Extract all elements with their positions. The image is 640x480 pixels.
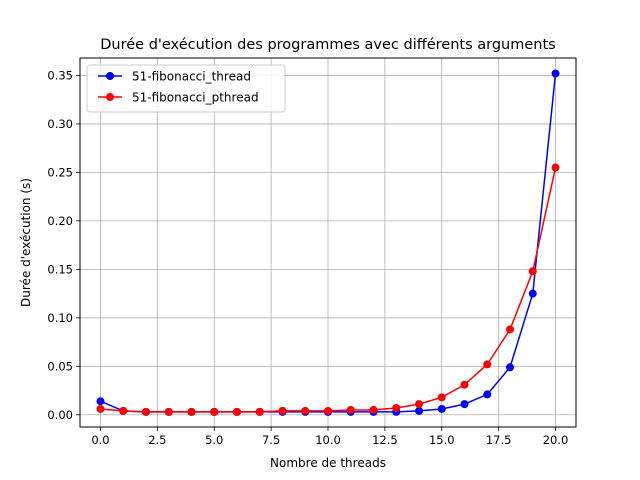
data-point [506,363,515,372]
x-axis-label: Nombre de threads [270,456,386,470]
chart-title: Durée d'exécution des programmes avec di… [100,37,555,53]
data-point [301,406,310,415]
x-tick-label: 7.5 [262,433,280,447]
data-point [506,325,515,334]
x-tick-label: 12.5 [372,433,398,447]
x-axis: 0.0 2.5 5.0 7.5 10.0 12.5 15.0 17.5 20.0 [91,427,568,447]
data-point [551,163,560,172]
y-tick-label: 0.00 [47,408,73,422]
legend-box [86,64,286,113]
y-tick-label: 0.10 [47,311,73,325]
data-point [392,403,401,412]
data-point [551,69,560,78]
data-point [119,406,128,415]
y-tick-label: 0.05 [47,359,73,373]
data-point [164,407,173,416]
x-tick-label: 2.5 [148,433,166,447]
data-point [187,407,196,416]
data-point [415,406,424,415]
data-point [346,405,355,414]
data-point [324,406,332,415]
data-point [437,404,446,413]
legend-marker-thread [106,72,114,80]
x-tick-label: 0.0 [91,433,109,447]
data-point [96,404,105,413]
legend-label-pthread: 51-fibonacci_pthread [132,91,259,105]
data-point [278,406,287,415]
data-point [528,267,537,276]
series-51-fibonacci-pthread [96,163,560,416]
y-tick-label: 0.20 [47,214,73,228]
data-point [460,380,469,389]
data-point [255,407,264,416]
y-tick-label: 0.25 [47,165,73,179]
x-tick-label: 5.0 [205,433,223,447]
legend-marker-pthread [106,93,114,101]
data-point [483,360,492,369]
x-tick-label: 20.0 [543,433,569,447]
y-tick-label: 0.35 [47,68,73,82]
data-point [232,407,241,416]
data-point [437,393,446,402]
data-point [460,400,469,409]
data-point [141,407,150,416]
data-point [483,390,492,399]
x-tick-label: 15.0 [429,433,455,447]
y-tick-label: 0.15 [47,262,73,276]
y-axis-label: Durée d'exécution (s) [19,178,33,307]
data-point [528,289,537,298]
y-tick-label: 0.30 [47,117,73,131]
data-point [369,405,378,414]
legend: 51-fibonacci_thread 51-fibonacci_pthread [86,64,286,113]
y-axis: 0.00 0.05 0.10 0.15 0.20 0.25 0.30 0.35 [47,68,80,422]
x-tick-label: 17.5 [486,433,512,447]
data-point [96,397,105,406]
data-point [415,400,424,409]
data-point [210,407,219,416]
legend-label-thread: 51-fibonacci_thread [132,70,251,84]
x-tick-label: 10.0 [315,433,341,447]
series-layer [96,69,560,416]
